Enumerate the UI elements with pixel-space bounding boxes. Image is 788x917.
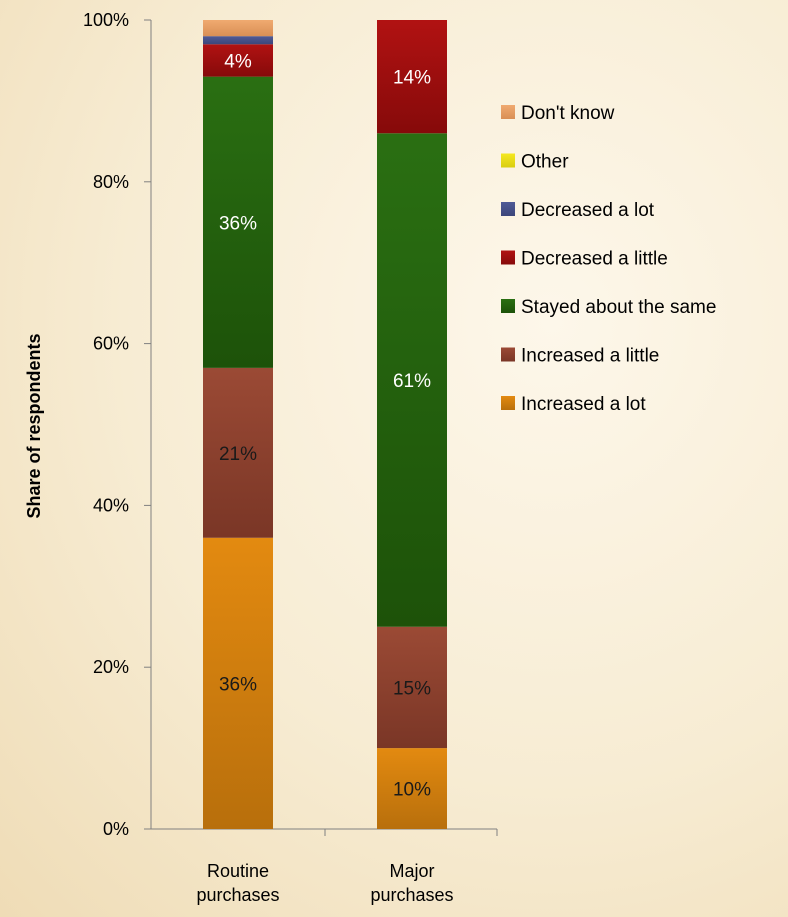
bar-segment-routine-purchases-don-t-know [203,20,273,37]
legend-label-other: Other [521,152,569,173]
y-tick-label: 40% [93,495,129,515]
bar-segment-routine-purchases-increased-a-little [203,367,273,538]
y-tick-label: 20% [93,657,129,677]
y-tick-label: 100% [83,10,129,30]
data-label-routine-purchases-increased-a-little: 21% [219,444,257,465]
bars [203,20,447,829]
legend-swatch-increased-a-little [501,347,515,362]
legend-swatch-don-t-know [501,105,515,119]
data-labels: 36% 21% 36% 4% 10% 15% 61% 14% [219,51,431,800]
legend-label-don-t-know: Don't know [521,103,615,124]
data-label-routine-purchases-stayed-about-the-same: 36% [219,213,257,234]
bar-segment-routine-purchases-increased-a-lot [203,537,273,829]
data-label-major-purchases-stayed-about-the-same: 61% [393,371,431,392]
legend-swatch-decreased-a-lot [501,202,515,216]
legend-swatch-increased-a-lot [501,396,515,410]
bar-segment-major-purchases-stayed-about-the-same [377,133,447,627]
legend-swatch-other [501,153,515,168]
legend-swatch-decreased-a-little [501,250,515,265]
data-label-major-purchases-increased-a-lot: 10% [393,780,431,801]
legend-label-increased-a-lot: Increased a lot [521,394,646,415]
bar-segment-major-purchases-increased-a-little [377,626,447,749]
legend: Don't know Other Decreased a lot Decreased … [501,103,716,415]
y-tick-label: 0% [103,819,129,839]
bar-segment-routine-purchases-decreased-a-little [203,44,273,77]
axes: 0% 20% 40% 60% 80% 100% Routine purchases Major p… [83,10,498,905]
bar-segment-routine-purchases-stayed-about-the-same [203,76,273,368]
data-label-major-purchases-increased-a-little: 15% [393,678,431,699]
legend-label-decreased-a-lot: Decreased a lot [521,200,655,221]
x-tick-label-routine-purchases: Routine purchases [196,861,279,905]
y-axis-label: Share of respondents [24,333,44,518]
y-tick-label: 60% [93,334,129,354]
bar-segment-major-purchases-decreased-a-little [377,20,447,134]
data-label-routine-purchases-increased-a-lot: 36% [219,674,257,695]
legend-swatch-stayed-about-the-same [501,299,515,313]
data-label-routine-purchases-decreased-a-little: 4% [224,51,252,72]
bar-segment-routine-purchases-decreased-a-lot [203,36,273,45]
legend-label-increased-a-little: Increased a little [521,346,659,367]
bar-segment-major-purchases-increased-a-lot [377,748,447,829]
x-tick-label-major-purchases: Major purchases [370,861,453,905]
legend-label-decreased-a-little: Decreased a little [521,249,668,270]
legend-label-stayed-about-the-same: Stayed about the same [521,297,716,318]
y-tick-label: 80% [93,172,129,192]
data-label-major-purchases-decreased-a-little: 14% [393,68,431,89]
